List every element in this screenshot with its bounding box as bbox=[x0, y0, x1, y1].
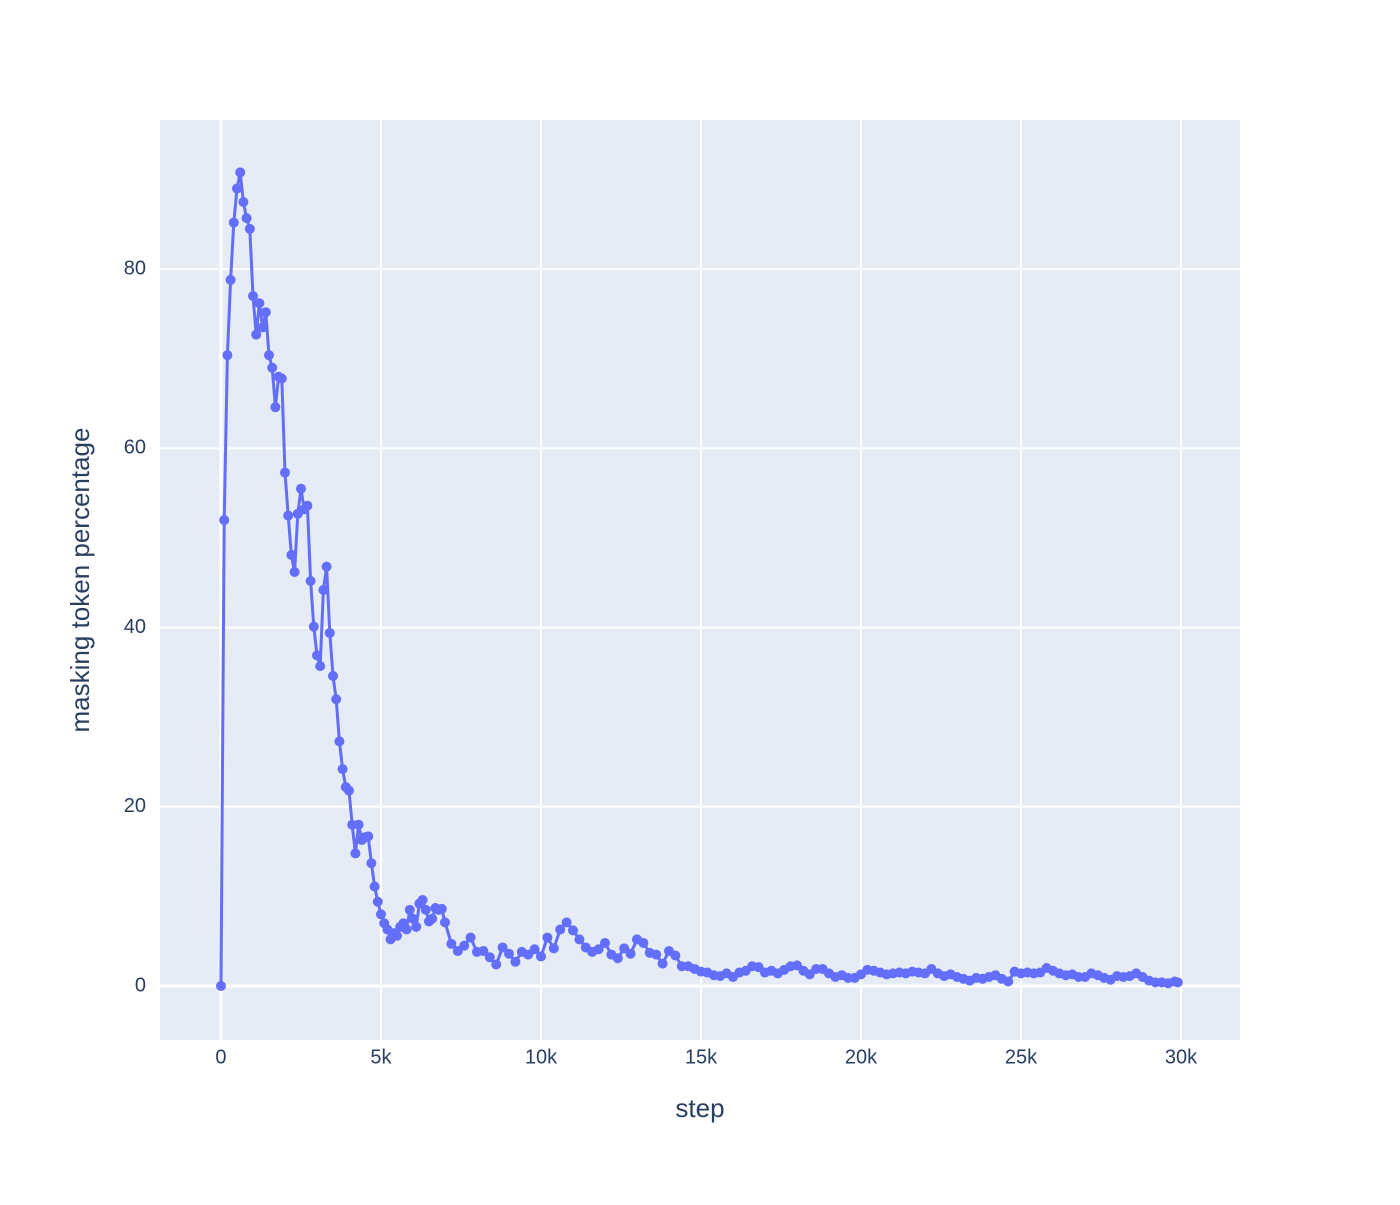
marker bbox=[267, 362, 278, 373]
marker bbox=[510, 956, 521, 967]
marker bbox=[334, 736, 345, 747]
marker bbox=[305, 575, 316, 586]
y-tick-label: 60 bbox=[124, 437, 146, 459]
marker bbox=[574, 934, 585, 945]
marker bbox=[401, 924, 412, 935]
marker bbox=[283, 510, 294, 521]
marker bbox=[670, 950, 681, 961]
marker bbox=[535, 951, 546, 962]
marker bbox=[337, 764, 348, 775]
marker bbox=[478, 946, 489, 957]
marker bbox=[548, 943, 559, 954]
marker bbox=[436, 903, 447, 914]
marker bbox=[372, 896, 383, 907]
marker bbox=[343, 785, 354, 796]
marker bbox=[327, 670, 338, 681]
marker bbox=[446, 938, 457, 949]
marker bbox=[257, 322, 268, 333]
x-tick-label: 10k bbox=[525, 1046, 558, 1068]
marker bbox=[324, 627, 335, 638]
marker bbox=[215, 980, 226, 991]
marker bbox=[247, 291, 258, 302]
x-tick-label: 5k bbox=[370, 1046, 392, 1068]
marker bbox=[567, 925, 578, 936]
marker bbox=[407, 913, 418, 924]
marker bbox=[366, 858, 377, 869]
marker bbox=[491, 959, 502, 970]
marker bbox=[465, 932, 476, 943]
marker bbox=[638, 937, 649, 948]
marker bbox=[420, 904, 431, 915]
marker bbox=[484, 952, 495, 963]
marker bbox=[503, 948, 514, 959]
marker bbox=[1003, 976, 1014, 987]
marker bbox=[289, 567, 300, 578]
marker bbox=[391, 930, 402, 941]
marker bbox=[375, 909, 386, 920]
marker bbox=[231, 183, 242, 194]
y-tick-label: 0 bbox=[135, 974, 146, 996]
marker bbox=[219, 515, 230, 526]
marker bbox=[612, 953, 623, 964]
marker bbox=[235, 167, 246, 178]
marker bbox=[244, 223, 255, 234]
marker bbox=[263, 350, 274, 361]
marker bbox=[411, 921, 422, 932]
marker bbox=[315, 661, 326, 672]
marker bbox=[222, 350, 233, 361]
marker bbox=[439, 917, 450, 928]
marker bbox=[1172, 977, 1183, 988]
marker bbox=[270, 402, 281, 413]
marker bbox=[404, 904, 415, 915]
marker bbox=[225, 274, 236, 285]
marker bbox=[286, 550, 297, 561]
marker bbox=[625, 948, 636, 959]
x-axis-title: step bbox=[675, 1093, 724, 1123]
marker bbox=[353, 819, 364, 830]
x-tick-label: 15k bbox=[685, 1046, 718, 1068]
marker bbox=[238, 196, 249, 207]
y-tick-label: 20 bbox=[124, 795, 146, 817]
marker bbox=[427, 913, 438, 924]
marker bbox=[529, 944, 540, 955]
y-tick-label: 40 bbox=[124, 616, 146, 638]
marker bbox=[331, 694, 342, 705]
y-axis-title: masking token percentage bbox=[65, 428, 95, 733]
marker bbox=[228, 217, 239, 228]
marker bbox=[254, 298, 265, 309]
marker bbox=[542, 932, 553, 943]
marker bbox=[276, 373, 287, 384]
marker bbox=[369, 881, 380, 892]
y-tick-label: 80 bbox=[124, 257, 146, 279]
marker bbox=[593, 944, 604, 955]
marker bbox=[279, 467, 290, 478]
marker bbox=[295, 483, 306, 494]
marker bbox=[555, 924, 566, 935]
marker bbox=[241, 213, 252, 224]
marker bbox=[302, 500, 313, 511]
x-tick-label: 30k bbox=[1165, 1046, 1198, 1068]
x-tick-label: 20k bbox=[845, 1046, 878, 1068]
x-tick-label: 25k bbox=[1005, 1046, 1038, 1068]
marker bbox=[363, 831, 374, 842]
marker bbox=[651, 949, 662, 960]
marker bbox=[318, 584, 329, 595]
marker bbox=[497, 942, 508, 953]
marker bbox=[599, 937, 610, 948]
marker bbox=[459, 940, 470, 951]
marker bbox=[321, 561, 332, 572]
marker bbox=[417, 894, 428, 905]
marker bbox=[561, 917, 572, 928]
x-tick-label: 0 bbox=[215, 1046, 226, 1068]
marker bbox=[350, 848, 361, 859]
marker bbox=[311, 650, 322, 661]
marker bbox=[260, 307, 271, 318]
marker bbox=[251, 329, 262, 340]
marker bbox=[657, 958, 668, 969]
marker bbox=[308, 621, 319, 632]
